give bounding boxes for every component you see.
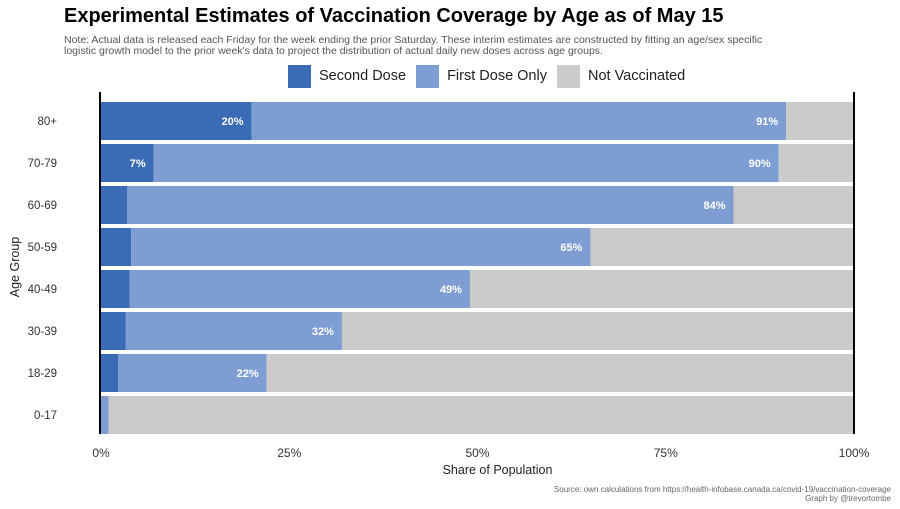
chart-title: Experimental Estimates of Vaccination Co… bbox=[64, 5, 724, 27]
y-tick-label-70-79: 70-79 bbox=[28, 158, 57, 170]
legend-label-second-dose: Second Dose bbox=[319, 68, 407, 84]
caption-source: Source: own calculations from https://he… bbox=[553, 485, 891, 494]
bar-first-dose-only-80plus bbox=[251, 102, 787, 140]
legend-swatch-not-vaccinated bbox=[556, 64, 580, 88]
legend-item-first-dose-only: First Dose Only bbox=[416, 64, 547, 88]
bar-not-vaccinated-40-49 bbox=[469, 270, 854, 308]
bar-first-dose-only-40-49 bbox=[129, 270, 470, 308]
data-label-total-70-79: 90% bbox=[749, 158, 771, 170]
x-tick-label-100: 100% bbox=[839, 446, 870, 460]
bar-not-vaccinated-30-39 bbox=[341, 312, 855, 350]
y-tick-label-60-69: 60-69 bbox=[28, 200, 57, 212]
bar-first-dose-only-18-29 bbox=[118, 354, 267, 392]
data-label-second-dose-80plus: 20% bbox=[222, 116, 244, 128]
bar-not-vaccinated-80plus bbox=[786, 102, 854, 140]
y-tick-label-50-59: 50-59 bbox=[28, 242, 57, 254]
legend: Second Dose First Dose Only Not Vaccinat… bbox=[288, 64, 695, 88]
bar-second-dose-40-49 bbox=[101, 270, 130, 308]
x-tick-label-75: 75% bbox=[654, 446, 678, 460]
legend-item-second-dose: Second Dose bbox=[288, 64, 407, 88]
data-label-total-60-69: 84% bbox=[703, 200, 725, 212]
bar-first-dose-only-50-59 bbox=[131, 228, 591, 266]
y-tick-label-30-39: 30-39 bbox=[28, 326, 57, 338]
bar-second-dose-50-59 bbox=[101, 228, 132, 266]
y-tick-label-18-29: 18-29 bbox=[28, 368, 57, 380]
bar-not-vaccinated-70-79 bbox=[778, 144, 854, 182]
bar-second-dose-30-39 bbox=[101, 312, 126, 350]
y-tick-label-80plus: 80+ bbox=[37, 116, 57, 128]
chart-subtitle: Note: Actual data is released each Frida… bbox=[64, 34, 763, 57]
data-label-total-80plus: 91% bbox=[756, 116, 778, 128]
x-axis-title: Share of Population bbox=[443, 463, 553, 477]
bar-not-vaccinated-18-29 bbox=[266, 354, 854, 392]
legend-swatch-second-dose bbox=[288, 64, 311, 88]
x-tick-label-50: 50% bbox=[465, 446, 489, 460]
x-tick-label-0: 0% bbox=[92, 446, 110, 460]
caption-credit: Graph by @trevortombe bbox=[805, 494, 891, 503]
bar-not-vaccinated-60-69 bbox=[733, 186, 854, 224]
legend-swatch-first-dose-only bbox=[416, 64, 440, 88]
bar-first-dose-only-30-39 bbox=[125, 312, 342, 350]
legend-item-not-vaccinated: Not Vaccinated bbox=[556, 64, 686, 88]
chart-caption: Source: own calculations from https://he… bbox=[554, 485, 891, 503]
bar-first-dose-only-0-17 bbox=[101, 396, 109, 434]
legend-label-first-dose-only: First Dose Only bbox=[447, 68, 547, 84]
bar-first-dose-only-60-69 bbox=[127, 186, 734, 224]
legend-label-not-vaccinated: Not Vaccinated bbox=[587, 68, 686, 84]
bar-not-vaccinated-0-17 bbox=[108, 396, 854, 434]
y-tick-label-0-17: 0-17 bbox=[34, 410, 57, 422]
data-label-total-30-39: 32% bbox=[312, 326, 334, 338]
bar-second-dose-80plus bbox=[101, 102, 252, 140]
bar-second-dose-60-69 bbox=[101, 186, 128, 224]
y-axis-title: Age Group bbox=[8, 237, 22, 298]
data-label-second-dose-70-79: 7% bbox=[130, 158, 146, 170]
bar-not-vaccinated-50-59 bbox=[590, 228, 854, 266]
data-label-total-50-59: 65% bbox=[560, 242, 582, 254]
bar-second-dose-70-79 bbox=[101, 144, 154, 182]
bar-first-dose-only-70-79 bbox=[153, 144, 779, 182]
y-tick-label-40-49: 40-49 bbox=[28, 284, 57, 296]
data-label-total-18-29: 22% bbox=[237, 368, 259, 380]
data-label-total-40-49: 49% bbox=[440, 284, 462, 296]
bar-second-dose-18-29 bbox=[101, 354, 119, 392]
x-tick-label-25: 25% bbox=[277, 446, 301, 460]
